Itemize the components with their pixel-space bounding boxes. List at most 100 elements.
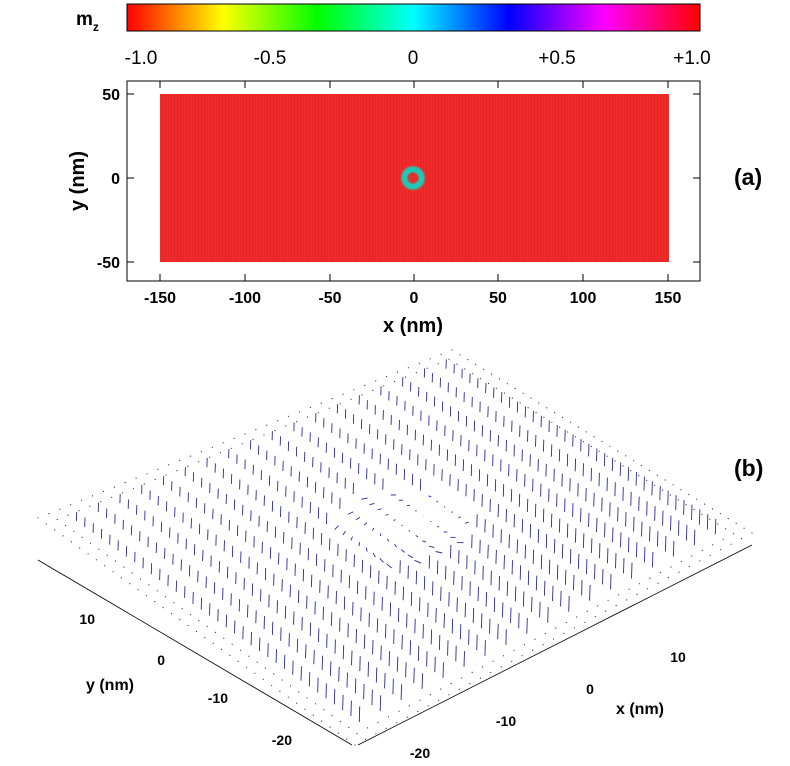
grid-dot [348,726,350,729]
grid-dot [704,503,706,505]
spin-arrow [342,530,346,536]
grid-dot [544,633,547,635]
grid-dot [70,504,72,506]
grid-dot [102,490,104,493]
colorbar-bar [126,3,701,32]
spin-arrow [392,678,394,695]
colorbar-tick-label: -1.0 [125,48,158,69]
spin-arrow [371,689,373,706]
spin-arrow [654,506,656,521]
grid-dot [741,538,743,540]
grid-dot [532,649,534,651]
grid-dot [691,555,693,557]
grid-dot [725,528,727,530]
spin-arrow [363,634,366,649]
spin-arrow [369,502,375,506]
grid-dot [577,426,579,428]
grid-dot [239,649,242,651]
grid-dot [170,613,173,615]
spin-arrow [300,666,302,681]
grid-dot [367,727,369,729]
grid-dot [506,383,508,385]
grid-dot [398,710,400,712]
spin-arrow [476,634,478,651]
grid-dot [567,431,569,433]
grid-dot [70,541,72,543]
grid-dot [214,631,217,634]
grid-dot [274,429,276,432]
grid-dot [456,363,458,365]
spin-arrow [580,508,582,523]
spin-arrow [484,519,486,533]
colorbar: mz -1.0 -0.5 0 +0.5 +1.0 [76,3,711,69]
y-tick-label: 0 [111,171,120,188]
spin-arrow [436,500,439,503]
spin-arrow [664,535,667,552]
grid-dot [654,484,656,486]
skyrmion-core [409,174,417,182]
grid-dot [503,392,505,394]
grid-dot [727,518,729,520]
grid-dot [233,437,235,439]
grid-dot [189,455,192,457]
grid-dot [513,649,515,651]
grid-dot [231,643,233,645]
grid-dot [712,544,714,546]
grid-dot [630,470,632,472]
grid-dot [565,621,567,624]
spin-arrow [612,527,614,543]
spin-arrow [408,529,411,532]
grid-dot [618,594,620,596]
grid-dot [448,358,450,360]
x-tick-label: 100 [570,290,597,307]
panel-b-label: (b) [734,455,763,481]
grid-dot [440,353,442,355]
grid-dot [535,412,537,414]
spin-arrow [524,544,527,559]
spin-arrow [503,555,505,570]
grid-dot [429,694,431,696]
grid-dot [717,523,719,525]
grid-dot [91,495,94,497]
spin-arrow [683,499,685,515]
colorbar-tick-label: +1.0 [673,48,711,69]
spin-arrow [405,662,407,678]
grid-dot [387,716,390,718]
grid-dot [546,407,548,409]
grid-dot [78,510,80,512]
spin-arrow [400,549,406,553]
grid-dot [670,566,672,568]
grid-dot [451,349,453,351]
grid-dot [573,627,576,629]
grid-dot [246,666,248,668]
spin-arrow [355,516,361,521]
grid-dot [65,524,67,527]
grid-dot [112,571,114,573]
spin-arrow [428,545,435,549]
spin-arrow [487,544,489,559]
grid-dot [95,559,97,561]
spin-arrow [435,607,437,623]
grid-dot [87,553,89,555]
grid-dot [593,436,595,438]
grid-dot [337,732,339,734]
x-tick-label: 50 [489,290,507,307]
spin-arrow [539,601,541,618]
grid-dot [135,477,137,479]
grid-dot [693,508,695,511]
spin-arrow [363,522,368,526]
spin-arrow [402,586,405,601]
grid-dot [106,554,108,556]
grid-dot [680,489,682,491]
grid-dot [339,721,342,723]
grid-dot [605,610,607,612]
spin-arrow [379,558,384,563]
grid-dot [309,406,311,409]
panel-a-label: (a) [734,164,762,190]
grid-dot [450,682,452,685]
grid-dot [59,508,61,510]
grid-dot [711,508,714,510]
grid-dot [640,465,643,467]
spin-arrow [350,700,352,717]
